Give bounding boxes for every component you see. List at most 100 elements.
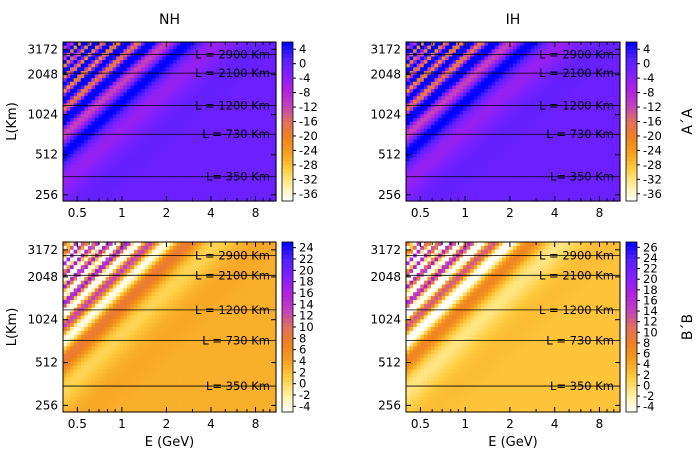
heatmap-cell bbox=[244, 179, 249, 184]
heatmap-cell bbox=[151, 67, 156, 72]
heatmap-cell bbox=[222, 96, 227, 101]
heatmap-cell bbox=[94, 63, 100, 68]
heatmap-cell bbox=[488, 56, 493, 61]
heatmap-cell bbox=[570, 45, 575, 50]
heatmap-cell bbox=[509, 197, 514, 202]
heatmap-cell bbox=[452, 150, 457, 155]
heatmap-cell bbox=[176, 175, 181, 180]
heatmap-cell bbox=[215, 121, 220, 126]
heatmap-cell bbox=[430, 78, 436, 83]
heatmap-cell bbox=[137, 139, 142, 144]
heatmap-cell bbox=[222, 197, 227, 202]
heatmap-cell bbox=[416, 182, 421, 188]
heatmap-cell bbox=[77, 99, 82, 105]
heatmap-cell bbox=[530, 168, 535, 173]
heatmap-cell bbox=[148, 78, 153, 83]
heatmap-cell bbox=[126, 164, 132, 170]
heatmap-cell bbox=[438, 168, 443, 173]
heatmap-cell bbox=[226, 125, 231, 130]
heatmap-cell bbox=[459, 172, 464, 177]
heatmap-cell bbox=[155, 179, 160, 184]
heatmap-cell bbox=[527, 146, 532, 152]
heatmap-cell bbox=[455, 96, 461, 101]
heatmap-cell bbox=[123, 157, 128, 162]
heatmap-cell bbox=[208, 186, 213, 191]
heatmap-cell bbox=[208, 128, 213, 133]
heatmap-cell bbox=[63, 56, 68, 61]
heatmap-cell bbox=[455, 60, 461, 65]
heatmap-cell bbox=[448, 107, 453, 112]
heatmap-cell bbox=[473, 175, 478, 180]
heatmap-cell bbox=[98, 125, 103, 130]
heatmap-cell bbox=[77, 193, 82, 198]
heatmap-cell bbox=[555, 85, 560, 90]
heatmap-cell bbox=[240, 128, 245, 133]
heatmap-cell bbox=[226, 74, 231, 79]
heatmap-cell bbox=[441, 121, 446, 126]
heatmap-cell bbox=[416, 45, 421, 50]
heatmap-cell bbox=[441, 175, 446, 180]
heatmap-cell bbox=[566, 121, 571, 126]
heatmap-cell bbox=[413, 161, 418, 166]
heatmap-cell bbox=[119, 135, 124, 141]
heatmap-cell bbox=[488, 121, 493, 126]
heatmap-cell bbox=[448, 175, 453, 180]
heatmap-cell bbox=[73, 96, 78, 101]
heatmap-cell bbox=[455, 164, 461, 170]
heatmap-cell bbox=[423, 135, 428, 141]
heatmap-cell bbox=[413, 179, 418, 184]
heatmap-cell bbox=[222, 110, 227, 115]
heatmap-cell bbox=[416, 172, 421, 177]
heatmap-cell bbox=[194, 125, 199, 130]
heatmap-cell bbox=[141, 190, 146, 195]
heatmap-cell bbox=[537, 175, 543, 180]
heatmap-cell bbox=[109, 125, 114, 130]
heatmap-cell bbox=[102, 186, 107, 191]
heatmap-cell bbox=[498, 85, 503, 90]
heatmap-cell bbox=[173, 88, 178, 94]
heatmap-cell bbox=[423, 168, 428, 173]
heatmap-cell bbox=[66, 63, 71, 68]
heatmap-cell bbox=[73, 172, 78, 177]
heatmap-cell bbox=[91, 172, 96, 177]
heatmap-cell bbox=[87, 107, 92, 112]
heatmap-cell bbox=[87, 179, 92, 184]
heatmap-cell bbox=[254, 175, 259, 180]
heatmap-cell bbox=[466, 42, 471, 47]
heatmap-cell bbox=[570, 186, 575, 191]
heatmap-cell bbox=[84, 114, 89, 119]
heatmap-cell bbox=[194, 45, 199, 50]
heatmap-cell bbox=[527, 45, 532, 50]
heatmap-cell bbox=[502, 168, 507, 173]
heatmap-cell bbox=[105, 60, 110, 65]
heatmap-cell bbox=[91, 99, 96, 105]
heatmap-cell bbox=[527, 114, 532, 119]
heatmap-cell bbox=[98, 74, 103, 79]
heatmap-cell bbox=[406, 96, 411, 101]
heatmap-cell bbox=[562, 67, 568, 72]
heatmap-cell bbox=[180, 49, 185, 54]
heatmap-cell bbox=[272, 175, 277, 180]
heatmap-cell bbox=[240, 74, 245, 79]
heatmap-cell bbox=[272, 107, 277, 112]
heatmap-cell bbox=[102, 139, 107, 144]
heatmap-cell bbox=[466, 114, 471, 119]
heatmap-cell bbox=[222, 74, 227, 79]
heatmap-cell bbox=[66, 121, 71, 126]
heatmap-cell bbox=[77, 135, 82, 141]
heatmap-cell bbox=[548, 56, 553, 61]
heatmap-cell bbox=[548, 92, 553, 97]
baseline-label: L= 350 Km bbox=[206, 170, 270, 184]
heatmap-cell bbox=[144, 81, 149, 86]
heatmap-cell bbox=[406, 190, 411, 195]
heatmap-cell bbox=[513, 88, 518, 94]
heatmap-cell bbox=[190, 175, 195, 180]
heatmap-cell bbox=[272, 42, 277, 47]
heatmap-cell bbox=[545, 157, 550, 162]
heatmap-cell bbox=[229, 56, 234, 61]
heatmap-cell bbox=[187, 117, 192, 123]
heatmap-cell bbox=[205, 168, 210, 173]
heatmap-cell bbox=[244, 146, 249, 152]
heatmap-cell bbox=[236, 190, 242, 195]
heatmap-cell bbox=[491, 117, 496, 123]
